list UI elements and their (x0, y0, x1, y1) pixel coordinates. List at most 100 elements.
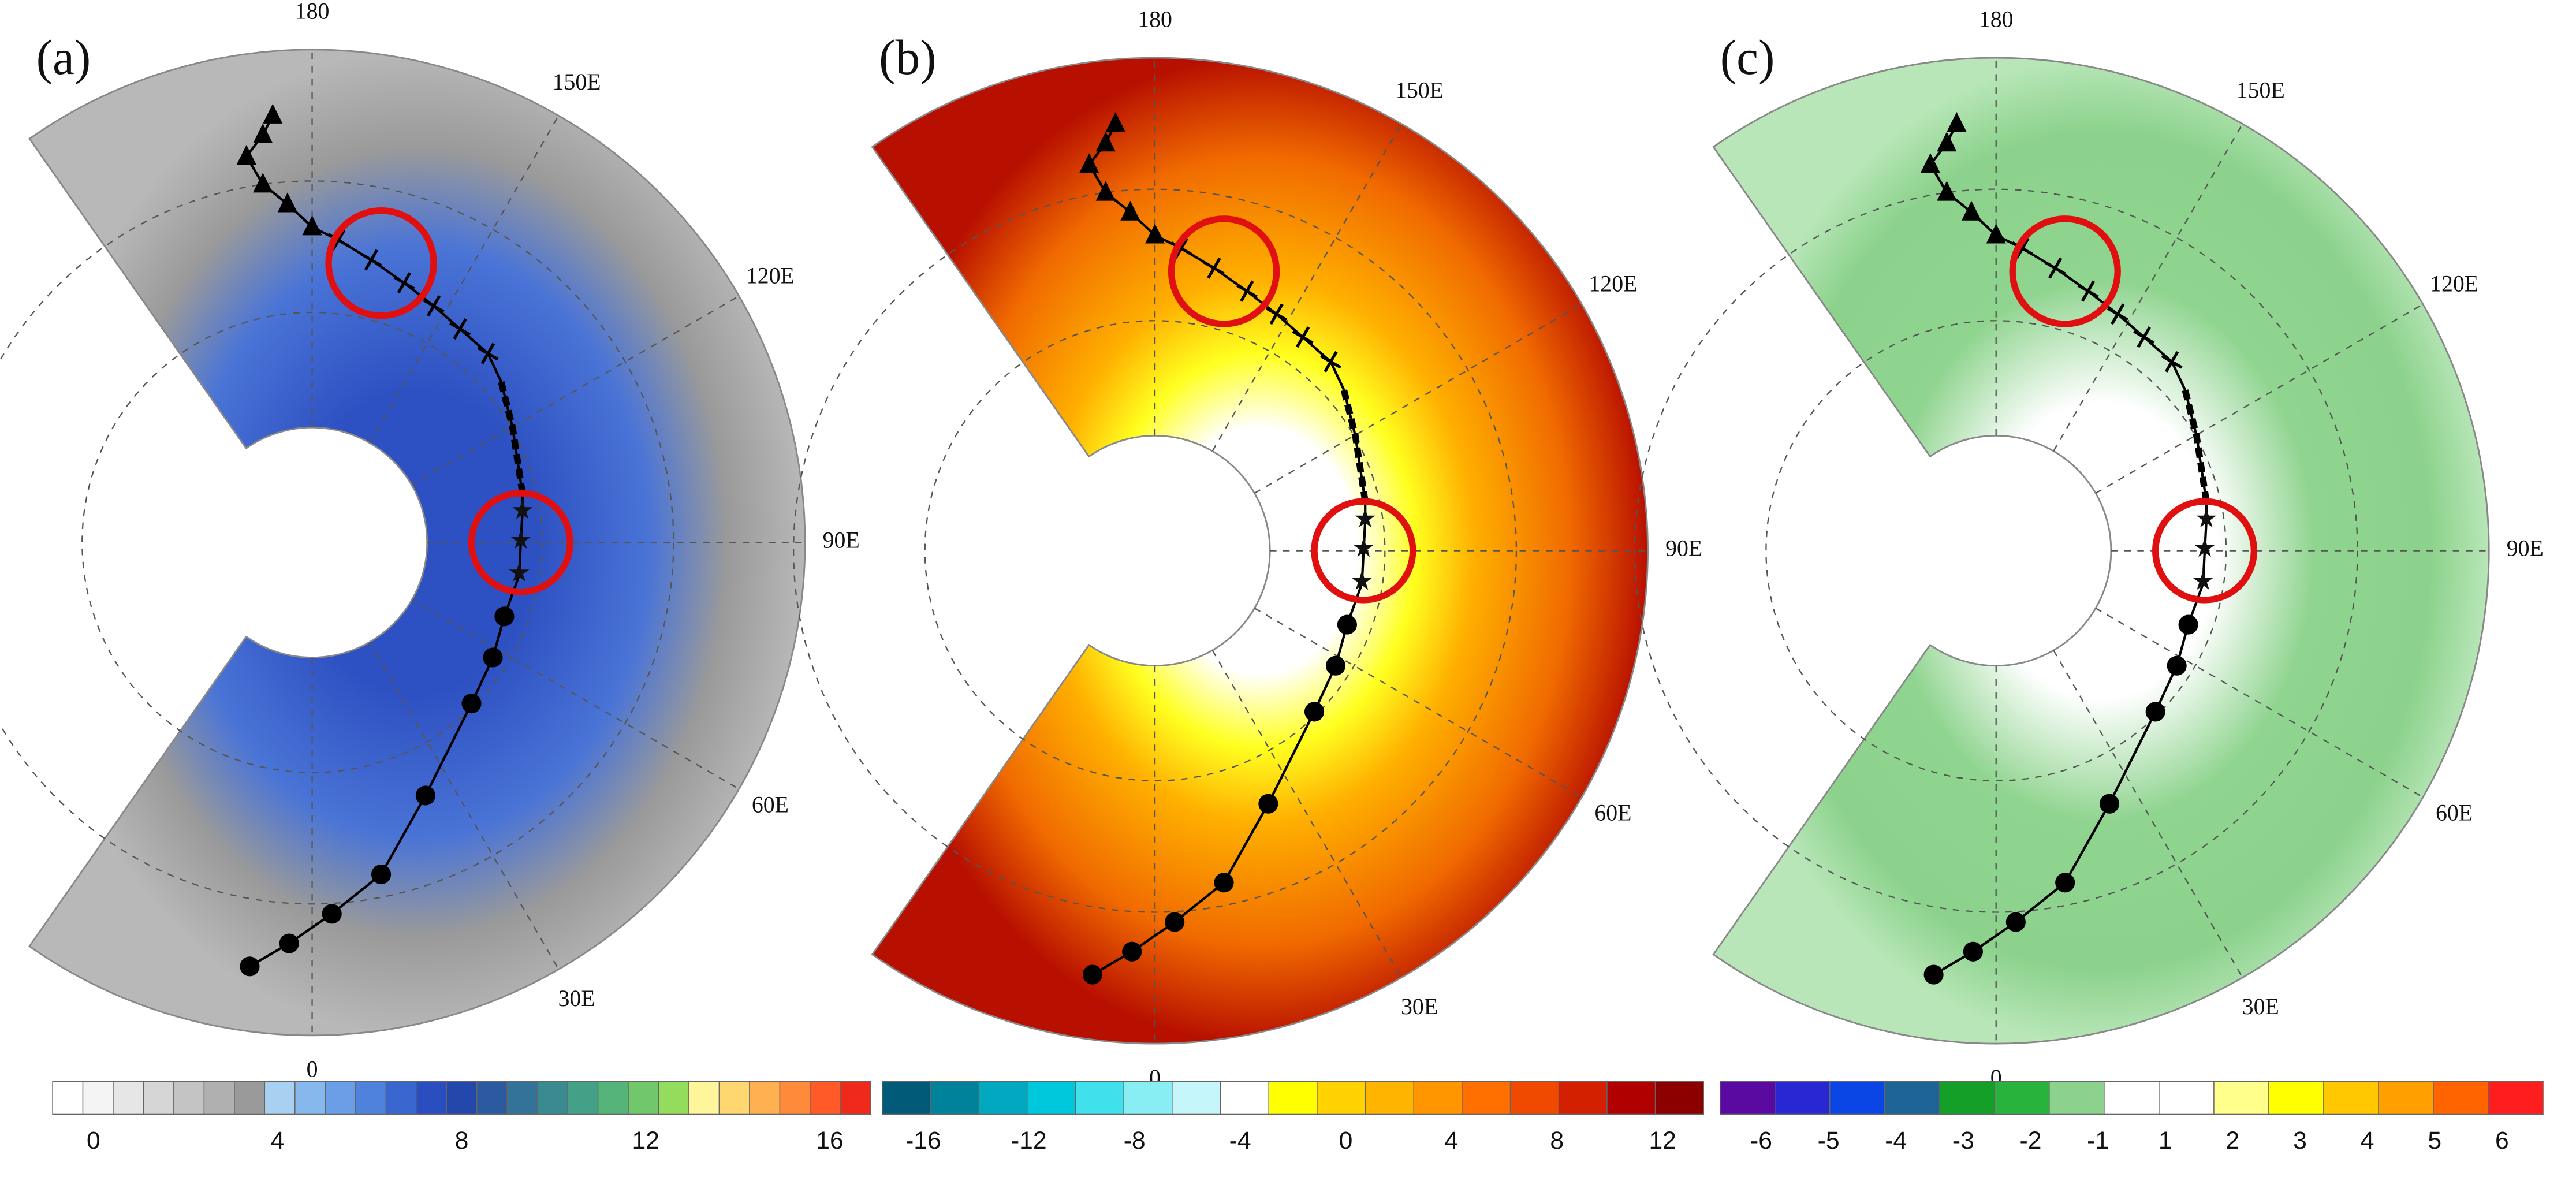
colorbar-tick-label: 3 (2293, 1127, 2307, 1154)
meridian-line (1254, 608, 1582, 798)
colorbar-cell (1606, 1081, 1656, 1115)
track-triangle (1937, 132, 1957, 152)
longitude-label: 150E (2236, 77, 2285, 103)
colorbar-tick-label: -16 (905, 1127, 941, 1154)
longitude-label: 150E (1395, 77, 1444, 103)
colorbar-cell (52, 1081, 84, 1115)
panel-label: (c) (1720, 31, 1775, 85)
longitude-label: 180 (295, 0, 330, 24)
track-dot (483, 647, 503, 668)
track-star: ★ (508, 558, 531, 587)
latitude-line (1634, 188, 2358, 913)
track-cross (423, 295, 445, 317)
track-dash (1340, 389, 1369, 502)
track-triangle (277, 192, 297, 213)
colorbar-cell (1720, 1081, 1776, 1115)
track-dot (1325, 655, 1346, 676)
highlight-circle (2009, 215, 2121, 327)
track-cross (2107, 303, 2128, 325)
track-dash (498, 381, 526, 494)
panel-label: (b) (879, 31, 937, 85)
colorbar-cell (978, 1081, 1028, 1115)
colorbar-cell (2104, 1081, 2160, 1115)
colorbar-cell (1994, 1081, 2050, 1115)
track-cross (477, 342, 499, 364)
panel-label: (a) (36, 31, 91, 85)
track-triangle (1920, 153, 1940, 173)
colorbar-cell (2433, 1081, 2489, 1115)
track-dot (1337, 614, 1357, 635)
colorbar-tick-label: 4 (271, 1127, 285, 1154)
meridian-line (2095, 608, 2424, 798)
track-star: ★ (1350, 566, 1374, 595)
colorbar-cell (688, 1081, 720, 1115)
colorbar-cell (1829, 1081, 1885, 1115)
track-triangle (1120, 200, 1140, 221)
track-star: ★ (2194, 504, 2218, 533)
latitude-line (924, 320, 1386, 782)
colorbar-cell (1075, 1081, 1124, 1115)
track-dot (2145, 702, 2165, 722)
track-star: ★ (1354, 504, 1377, 533)
track-dash (2182, 389, 2210, 502)
colorbar-tick-label: -4 (1885, 1127, 1907, 1154)
colorbar-cell (416, 1081, 447, 1115)
colorbar-tick-label: -3 (1952, 1127, 1974, 1154)
highlight-circle (2152, 498, 2258, 604)
highlight-circle (468, 490, 573, 595)
colorbar-cell (2049, 1081, 2105, 1115)
meridian-line (1254, 303, 1582, 494)
colorbar-cell (1365, 1081, 1414, 1115)
track-cross (393, 272, 415, 294)
track-triangle (1095, 132, 1116, 152)
track-dot (494, 606, 515, 627)
colorbar-cell (143, 1081, 174, 1115)
colorbar-cell (1654, 1081, 1705, 1115)
longitude-label: 120E (2430, 271, 2478, 297)
colorbar-cell (1317, 1081, 1366, 1115)
track-triangle (253, 123, 273, 143)
longitude-label: 60E (1594, 800, 1631, 826)
meridian-line (1211, 650, 1402, 978)
colorbar-cell (1268, 1081, 1318, 1115)
highlight-circle (325, 207, 437, 319)
track-dot (1122, 941, 1142, 962)
track-triangle (1095, 181, 1116, 201)
colorbar-tick-label: 4 (1445, 1127, 1459, 1154)
colorbar-cell (1172, 1081, 1221, 1115)
track-dot (1082, 964, 1103, 985)
track-triangle (263, 103, 283, 124)
track-star: ★ (1352, 533, 1375, 563)
longitude-label: 60E (752, 792, 789, 818)
colorbar-tick-label: -12 (1011, 1127, 1047, 1154)
colorbar-tick-label: 4 (2361, 1127, 2374, 1154)
longitude-label: 30E (2242, 994, 2279, 1019)
meridian-line (2053, 650, 2243, 978)
track-dot (1304, 702, 1325, 722)
colorbar-tick-label: 2 (2225, 1127, 2239, 1154)
track-cross (2133, 326, 2155, 348)
track-triangle (236, 144, 256, 165)
colorbar-cell (2323, 1081, 2379, 1115)
colorbar-cell (2159, 1081, 2215, 1115)
colorbar-cell (113, 1081, 144, 1115)
colorbar-cell (1884, 1081, 1940, 1115)
colorbar-tick-label: -4 (1229, 1127, 1251, 1154)
colorbar-tick-label: 12 (1649, 1127, 1676, 1154)
latitude-line (81, 311, 543, 773)
colorbar-cell (810, 1081, 841, 1115)
track-triangle (1961, 200, 1982, 221)
track-dot (1214, 873, 1234, 893)
track-star: ★ (2191, 566, 2215, 595)
track-cross (2044, 257, 2066, 279)
colorbar-cell (476, 1081, 508, 1115)
colorbar-cell (2213, 1081, 2269, 1115)
track-triangle (302, 215, 322, 236)
track-dot (2178, 614, 2198, 635)
colorbar-cell (506, 1081, 538, 1115)
meridian-line (369, 115, 560, 444)
track-dot (322, 904, 342, 924)
